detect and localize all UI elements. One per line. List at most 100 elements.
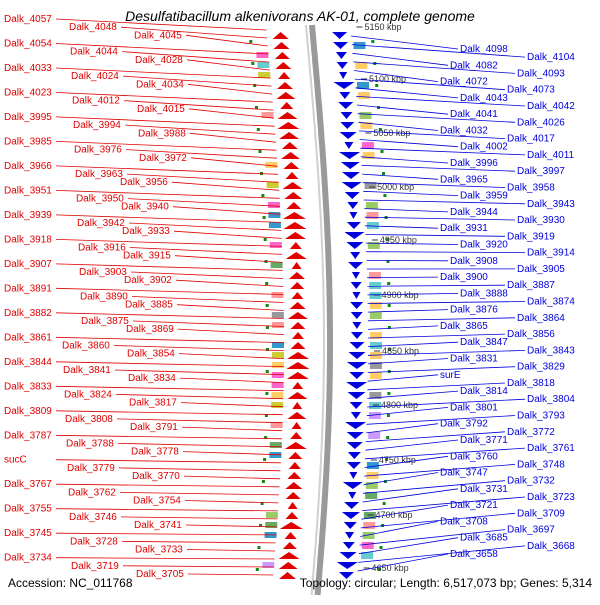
reverse-gene-arrow	[347, 432, 364, 439]
forward-gene-arrow	[287, 372, 309, 379]
left-gene-label: Dalk_3890	[80, 292, 128, 303]
left-gene-label: Dalk_3915	[123, 251, 171, 262]
map-title: Desulfatibacillum alkenivorans AK-01, co…	[0, 8, 600, 24]
right-connector-line	[367, 285, 505, 286]
left-gene-label: Dalk_3988	[138, 128, 186, 139]
left-gene-label: Dalk_3860	[62, 341, 110, 352]
outer-tick-left	[259, 150, 262, 153]
reverse-gene-arrow	[336, 52, 347, 59]
feature-block-left	[268, 202, 280, 208]
forward-gene-arrow	[279, 552, 300, 559]
reverse-gene-arrow	[349, 212, 357, 219]
reverse-gene-arrow	[351, 312, 363, 319]
right-gene-label: Dalk_3804	[527, 394, 575, 405]
left-gene-label: Dalk_3824	[64, 389, 112, 400]
left-gene-label: Dalk_4033	[4, 63, 52, 74]
left-gene-label: Dalk_3770	[132, 471, 180, 482]
left-connector-line	[188, 84, 272, 94]
forward-gene-arrow	[283, 182, 303, 189]
right-gene-label: Dalk_3874	[527, 297, 575, 308]
left-gene-label: Dalk_4012	[72, 96, 120, 107]
left-gene-label: Dalk_3728	[70, 536, 118, 547]
forward-gene-arrow	[279, 562, 298, 569]
reverse-gene-arrow	[339, 152, 360, 159]
left-gene-label: Dalk_3754	[133, 496, 181, 507]
feature-block-right	[368, 432, 380, 439]
genome-backbone	[306, 25, 330, 595]
outer-tick-right	[387, 392, 390, 395]
feature-block-left	[256, 52, 268, 58]
left-connector-line	[121, 517, 278, 519]
reverse-gene-arrow	[346, 382, 367, 389]
reverse-gene-arrow	[345, 422, 366, 429]
left-gene-label: Dalk_3854	[127, 349, 175, 360]
left-gene-label: Dalk_3746	[69, 512, 117, 523]
outer-tick-left	[263, 216, 266, 219]
right-gene-label: Dalk_4011	[527, 150, 575, 161]
forward-gene-arrow	[283, 162, 299, 169]
forward-gene-arrow	[285, 442, 307, 449]
left-gene-label: Dalk_3972	[139, 153, 187, 164]
right-gene-label: Dalk_4017	[507, 134, 555, 145]
left-gene-label: Dalk_4023	[4, 88, 52, 99]
right-gene-label: Dalk_3996	[450, 158, 498, 169]
left-gene-label: Dalk_3733	[135, 545, 183, 556]
right-connector-line	[368, 302, 525, 304]
reverse-gene-arrow	[347, 202, 358, 209]
left-gene-label: Dalk_3719	[71, 561, 119, 572]
feature-block-left	[266, 512, 278, 518]
left-gene-label: Dalk_3745	[4, 528, 52, 539]
left-gene-label: Dalk_3817	[129, 398, 177, 409]
reverse-gene-arrow	[348, 492, 356, 499]
right-gene-label: Dalk_3931	[440, 223, 488, 234]
reverse-gene-arrow	[344, 142, 353, 149]
right-gene-label: Dalk_3997	[517, 166, 565, 177]
right-connector-line	[368, 359, 448, 364]
left-gene-label: Dalk_3762	[68, 487, 116, 498]
right-gene-label: Dalk_3847	[460, 337, 508, 348]
outer-tick-left	[265, 282, 268, 285]
forward-gene-arrow	[290, 282, 304, 289]
left-connector-line	[56, 558, 275, 559]
feature-block-right	[366, 202, 378, 209]
right-gene-label: Dalk_3831	[450, 354, 498, 365]
forward-gene-arrow	[287, 412, 306, 419]
forward-gene-arrow	[284, 192, 302, 199]
left-gene-label: Dalk_3705	[136, 569, 184, 580]
right-gene-label: Dalk_3760	[450, 451, 498, 462]
feature-block-right	[363, 522, 375, 529]
left-connector-line	[173, 207, 281, 215]
outer-tick-right	[381, 150, 384, 153]
right-connector-line	[365, 448, 525, 459]
forward-gene-arrow	[285, 232, 306, 239]
right-gene-label: Dalk_4032	[440, 126, 488, 137]
right-gene-label: Dalk_4043	[460, 93, 508, 104]
right-gene-label: Dalk_3697	[507, 525, 555, 536]
outer-tick-right	[380, 546, 383, 549]
right-gene-label: Dalk_3685	[460, 533, 508, 544]
outer-tick-right	[383, 502, 386, 505]
reverse-gene-arrow	[337, 562, 358, 569]
feature-block-left	[268, 212, 280, 218]
outer-tick-right	[388, 304, 391, 307]
reverse-gene-arrow	[349, 372, 364, 379]
left-connector-line	[180, 378, 284, 383]
left-gene-label: Dalk_3741	[134, 520, 182, 531]
right-gene-label: Dalk_4002	[460, 142, 508, 153]
reverse-gene-arrow	[352, 272, 360, 279]
right-connector-line	[368, 310, 448, 313]
left-connector-line	[178, 329, 284, 335]
outer-tick-right	[386, 436, 389, 439]
reverse-gene-arrow	[347, 392, 365, 399]
feature-block-right	[360, 112, 372, 119]
forward-gene-arrow	[288, 502, 298, 509]
right-gene-label: Dalk_3905	[517, 264, 565, 275]
forward-gene-arrow	[275, 62, 291, 69]
feature-block-right	[362, 542, 374, 549]
right-gene-label: Dalk_3814	[460, 386, 508, 397]
backbone-line	[312, 25, 330, 595]
right-gene-label: Dalk_3920	[460, 240, 508, 251]
right-gene-label: Dalk_4104	[527, 52, 575, 63]
feature-block-right	[370, 372, 382, 379]
outer-tick-left	[266, 348, 269, 351]
